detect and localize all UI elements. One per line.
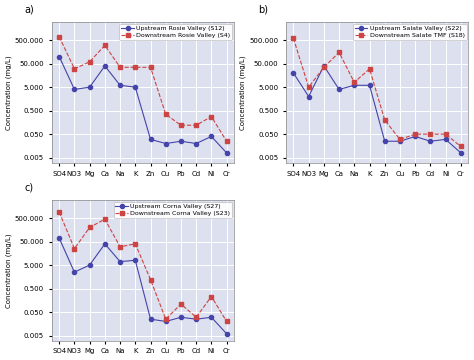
Upstream Rosie Valley (S12) <box>87 85 92 89</box>
Legend: Upstream Corna Valley (S27), Downstream Corna Valley (S23): Upstream Corna Valley (S27), Downstream … <box>114 202 232 218</box>
Downstream Rosie Valley (S4) <box>224 139 229 143</box>
Downstream Corna Valley (S23) <box>102 217 108 221</box>
Upstream Salate Valley (S22) <box>382 139 388 143</box>
Downstream Salate TMF (S18) <box>458 144 464 149</box>
Downstream Rosie Valley (S4) <box>72 67 77 71</box>
Line: Downstream Corna Valley (S23): Downstream Corna Valley (S23) <box>57 210 228 324</box>
Line: Upstream Corna Valley (S27): Upstream Corna Valley (S27) <box>57 236 228 336</box>
Downstream Rosie Valley (S4) <box>56 35 62 39</box>
Downstream Rosie Valley (S4) <box>209 114 214 119</box>
Line: Upstream Rosie Valley (S12): Upstream Rosie Valley (S12) <box>57 54 228 155</box>
Downstream Rosie Valley (S4) <box>193 123 199 127</box>
Text: a): a) <box>24 5 34 15</box>
Downstream Corna Valley (S23) <box>148 278 154 282</box>
Upstream Corna Valley (S27) <box>87 263 92 267</box>
Upstream Salate Valley (S22) <box>458 151 464 155</box>
Downstream Rosie Valley (S4) <box>148 65 154 69</box>
Upstream Corna Valley (S27) <box>72 270 77 274</box>
Upstream Salate Valley (S22) <box>443 137 448 141</box>
Text: c): c) <box>24 183 33 193</box>
Upstream Corna Valley (S27) <box>117 260 123 264</box>
Upstream Corna Valley (S27) <box>193 317 199 321</box>
Downstream Salate TMF (S18) <box>321 65 327 69</box>
Upstream Rosie Valley (S12) <box>132 85 138 89</box>
Text: b): b) <box>258 5 268 15</box>
Downstream Corna Valley (S23) <box>87 225 92 230</box>
Upstream Rosie Valley (S12) <box>117 83 123 87</box>
Upstream Rosie Valley (S12) <box>209 134 214 139</box>
Downstream Corna Valley (S23) <box>224 319 229 324</box>
Downstream Salate TMF (S18) <box>336 50 342 55</box>
Downstream Salate TMF (S18) <box>382 118 388 122</box>
Downstream Corna Valley (S23) <box>72 247 77 251</box>
Downstream Corna Valley (S23) <box>117 245 123 249</box>
Upstream Rosie Valley (S12) <box>178 139 184 143</box>
Y-axis label: Concentration (mg/L): Concentration (mg/L) <box>240 55 246 130</box>
Upstream Corna Valley (S27) <box>224 332 229 336</box>
Line: Downstream Rosie Valley (S4): Downstream Rosie Valley (S4) <box>57 35 228 143</box>
Downstream Salate TMF (S18) <box>291 36 296 40</box>
Upstream Corna Valley (S27) <box>132 258 138 262</box>
Downstream Salate TMF (S18) <box>412 132 418 136</box>
Upstream Rosie Valley (S12) <box>224 151 229 155</box>
Downstream Salate TMF (S18) <box>367 67 373 71</box>
Downstream Salate TMF (S18) <box>351 80 357 85</box>
Upstream Rosie Valley (S12) <box>148 137 154 141</box>
Upstream Rosie Valley (S12) <box>163 141 169 146</box>
Downstream Salate TMF (S18) <box>428 132 433 136</box>
Upstream Salate Valley (S22) <box>321 64 327 68</box>
Downstream Rosie Valley (S4) <box>178 123 184 127</box>
Downstream Rosie Valley (S4) <box>163 112 169 117</box>
Legend: Upstream Salate Valley (S22), Downstream Salate TMF (S18): Upstream Salate Valley (S22), Downstream… <box>353 24 466 40</box>
Upstream Corna Valley (S27) <box>163 319 169 324</box>
Upstream Rosie Valley (S12) <box>193 141 199 146</box>
Downstream Corna Valley (S23) <box>163 317 169 321</box>
Y-axis label: Concentration (mg/L): Concentration (mg/L) <box>6 233 12 307</box>
Downstream Rosie Valley (S4) <box>87 60 92 64</box>
Upstream Rosie Valley (S12) <box>72 87 77 91</box>
Upstream Salate Valley (S22) <box>367 83 373 87</box>
Upstream Salate Valley (S22) <box>306 94 311 99</box>
Downstream Corna Valley (S23) <box>178 302 184 306</box>
Upstream Corna Valley (S27) <box>209 315 214 319</box>
Downstream Corna Valley (S23) <box>132 242 138 246</box>
Line: Downstream Salate TMF (S18): Downstream Salate TMF (S18) <box>292 36 463 149</box>
Downstream Rosie Valley (S4) <box>117 65 123 69</box>
Upstream Rosie Valley (S12) <box>102 64 108 68</box>
Downstream Corna Valley (S23) <box>209 294 214 299</box>
Legend: Upstream Rosie Valley (S12), Downstream Rosie Valley (S4): Upstream Rosie Valley (S12), Downstream … <box>119 24 232 40</box>
Upstream Salate Valley (S22) <box>428 139 433 143</box>
Downstream Corna Valley (S23) <box>193 315 199 319</box>
Downstream Rosie Valley (S4) <box>102 43 108 48</box>
Upstream Corna Valley (S27) <box>148 317 154 321</box>
Upstream Salate Valley (S22) <box>336 87 342 91</box>
Upstream Salate Valley (S22) <box>412 134 418 139</box>
Upstream Corna Valley (S27) <box>56 236 62 240</box>
Upstream Salate Valley (S22) <box>397 139 403 143</box>
Downstream Corna Valley (S23) <box>56 210 62 214</box>
Upstream Salate Valley (S22) <box>351 83 357 87</box>
Downstream Salate TMF (S18) <box>397 137 403 141</box>
Upstream Rosie Valley (S12) <box>56 54 62 59</box>
Upstream Salate Valley (S22) <box>291 71 296 75</box>
Downstream Salate TMF (S18) <box>306 85 311 89</box>
Downstream Salate TMF (S18) <box>443 132 448 136</box>
Downstream Rosie Valley (S4) <box>132 65 138 69</box>
Upstream Corna Valley (S27) <box>102 242 108 246</box>
Upstream Corna Valley (S27) <box>178 315 184 319</box>
Line: Upstream Salate Valley (S22): Upstream Salate Valley (S22) <box>292 64 463 155</box>
Y-axis label: Concentration (mg/L): Concentration (mg/L) <box>6 55 12 130</box>
